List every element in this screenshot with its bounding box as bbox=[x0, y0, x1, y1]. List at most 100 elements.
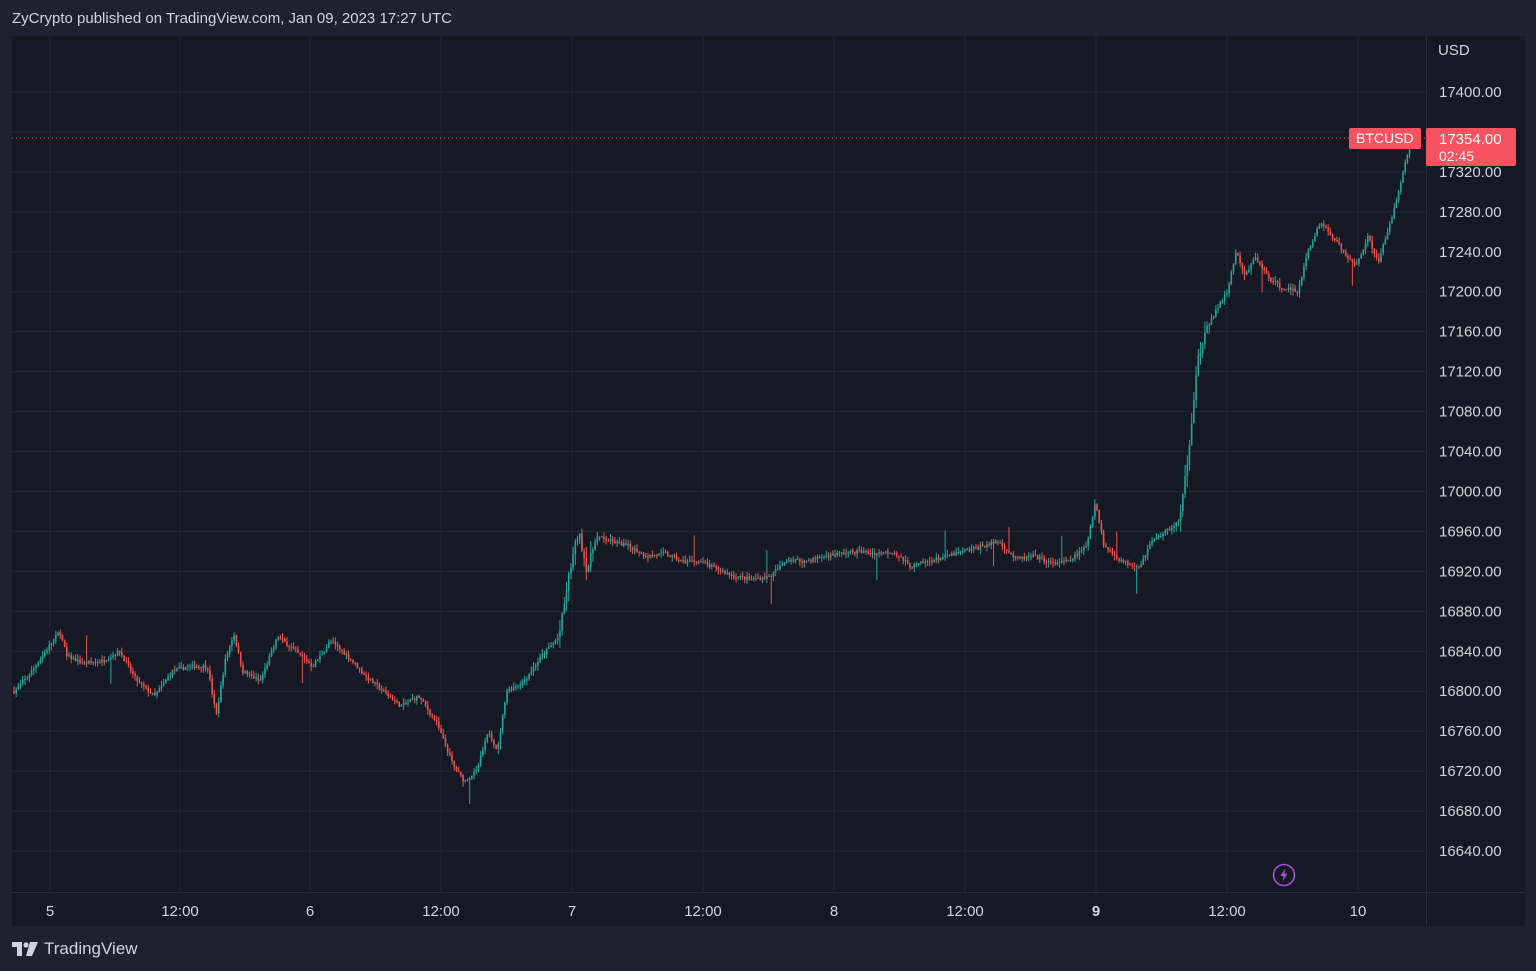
candle-body bbox=[688, 560, 691, 562]
price-tick-label: 17400.00 bbox=[1439, 84, 1502, 101]
candle-body bbox=[1120, 559, 1123, 561]
grid-lines bbox=[12, 36, 1426, 892]
candle-body bbox=[1127, 560, 1129, 565]
candle-body bbox=[79, 659, 81, 663]
candle-body bbox=[953, 553, 955, 556]
candlestick-chart[interactable] bbox=[12, 36, 1426, 892]
candle-body bbox=[253, 675, 255, 679]
candle-body bbox=[1261, 263, 1263, 269]
lightning-icon[interactable] bbox=[1272, 863, 1296, 887]
candle-body bbox=[823, 556, 825, 558]
candle-body bbox=[332, 641, 334, 643]
candle-body bbox=[1342, 249, 1345, 252]
candle-body bbox=[942, 557, 944, 559]
candle-body bbox=[865, 550, 867, 552]
candle-body bbox=[118, 650, 121, 653]
candle-body bbox=[55, 635, 57, 640]
candle-body bbox=[805, 560, 808, 562]
candle-body bbox=[994, 541, 997, 544]
candle-body bbox=[433, 715, 436, 720]
candle-body bbox=[763, 577, 766, 579]
candle-body bbox=[1208, 324, 1211, 326]
candle-body bbox=[475, 769, 478, 772]
candle-body bbox=[330, 641, 332, 643]
candle-body bbox=[17, 685, 20, 689]
candle-body bbox=[783, 562, 786, 565]
candle-body bbox=[15, 688, 18, 694]
candle-body bbox=[495, 744, 497, 750]
tradingview-logo[interactable]: TradingView bbox=[12, 939, 138, 959]
candle-body bbox=[1049, 561, 1052, 563]
candle-body bbox=[66, 647, 68, 656]
candle-body bbox=[1197, 355, 1200, 376]
candle-body bbox=[176, 668, 178, 671]
candle-body bbox=[966, 549, 968, 551]
candle-body bbox=[482, 750, 484, 756]
candle-body bbox=[1135, 566, 1138, 568]
last-price-badge: 17354.00 02:45 bbox=[1426, 128, 1516, 166]
candle-body bbox=[237, 645, 240, 653]
candle-body bbox=[935, 557, 938, 561]
candle-body bbox=[1338, 241, 1340, 245]
candle-body bbox=[1347, 255, 1349, 259]
candle-body bbox=[479, 755, 482, 765]
candle-body bbox=[1118, 558, 1120, 561]
candle-body bbox=[1322, 223, 1325, 227]
candle-body bbox=[1151, 541, 1153, 545]
candle-body bbox=[924, 561, 927, 563]
candle-body bbox=[209, 669, 211, 680]
candle-body bbox=[187, 666, 189, 668]
candles bbox=[13, 133, 1413, 805]
candle-body bbox=[1241, 263, 1244, 270]
candle-body bbox=[1221, 301, 1224, 303]
candle-body bbox=[565, 591, 568, 604]
candle-body bbox=[589, 552, 592, 567]
candle-body bbox=[642, 552, 645, 557]
candle-body bbox=[1259, 261, 1261, 264]
candle-body bbox=[1054, 562, 1056, 564]
candle-body bbox=[63, 640, 66, 648]
chart-pane[interactable] bbox=[12, 36, 1426, 892]
price-axis[interactable]: 17400.00 17320.00 17280.00 17240.00 17200.00… bbox=[1426, 36, 1525, 892]
candle-body bbox=[748, 576, 751, 579]
candle-body bbox=[160, 685, 163, 689]
candle-body bbox=[512, 686, 515, 691]
candle-body bbox=[537, 661, 539, 666]
candle-body bbox=[1296, 291, 1299, 293]
candle-body bbox=[909, 562, 911, 568]
candle-body bbox=[1012, 554, 1015, 558]
candle-body bbox=[999, 542, 1001, 544]
candle-body bbox=[1329, 231, 1332, 235]
candle-body bbox=[57, 632, 59, 636]
time-axis[interactable]: 5 12:00 6 12:00 7 12:00 8 12:00 9 12:00 10 bbox=[12, 892, 1426, 927]
candle-body bbox=[1111, 550, 1114, 555]
candle-body bbox=[290, 647, 293, 649]
candle-body bbox=[360, 668, 363, 674]
time-tick-label: 7 bbox=[568, 903, 576, 920]
candle-body bbox=[112, 655, 114, 658]
candle-body bbox=[854, 552, 856, 554]
candle-body bbox=[1287, 287, 1290, 290]
candle-body bbox=[662, 551, 665, 553]
candle-body bbox=[321, 653, 323, 656]
candle-body bbox=[1149, 544, 1151, 549]
price-tick-label: 16760.00 bbox=[1439, 723, 1502, 740]
candle-body bbox=[1076, 554, 1079, 556]
candle-body bbox=[81, 662, 84, 664]
candle-body bbox=[1164, 530, 1167, 534]
candle-body bbox=[85, 662, 88, 664]
candle-body bbox=[52, 639, 55, 644]
candle-body bbox=[1041, 557, 1043, 559]
candle-body bbox=[1358, 258, 1360, 264]
candle-body bbox=[275, 639, 277, 647]
candle-body bbox=[981, 545, 984, 547]
candle-body bbox=[715, 566, 718, 568]
candle-body bbox=[840, 552, 843, 554]
candle-body bbox=[365, 675, 368, 677]
candle-body bbox=[446, 745, 449, 753]
candle-body bbox=[724, 570, 726, 574]
candle-body bbox=[308, 661, 310, 664]
candle-body bbox=[1173, 525, 1175, 528]
candle-body bbox=[1056, 563, 1059, 565]
candle-body bbox=[781, 564, 784, 566]
